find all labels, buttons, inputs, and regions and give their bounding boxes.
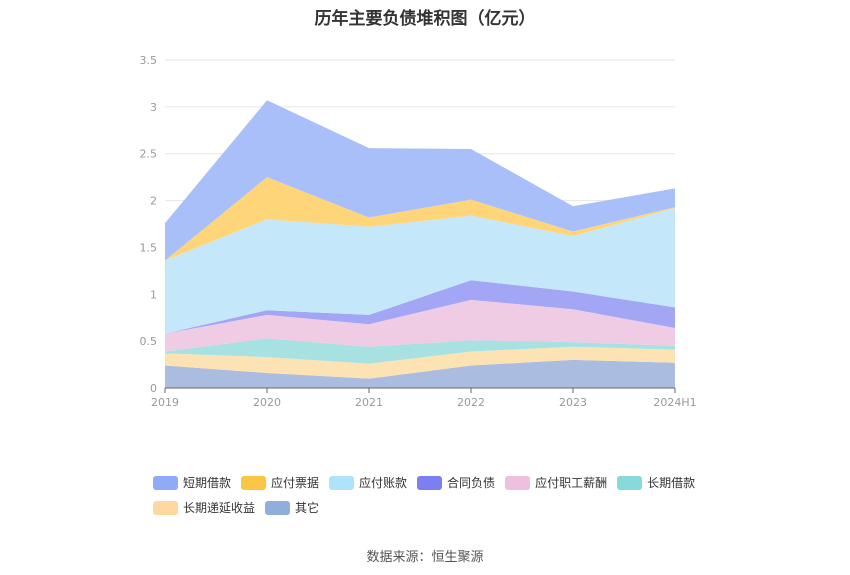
y-tick-label: 0.5 (140, 335, 158, 348)
x-tick-label: 2022 (457, 396, 485, 409)
legend-label: 长期借款 (647, 476, 696, 490)
area-series-1 (165, 346, 675, 379)
legend-item[interactable]: 短期借款 (153, 474, 231, 491)
legend-item[interactable]: 长期借款 (617, 474, 695, 491)
area-series-6 (165, 177, 675, 261)
x-tick-label: 2021 (355, 396, 383, 409)
chart-legend: 短期借款 应付票据 应付账款 合同负债 应付职工薪酬 长期借款 长期递延收益 其它 (153, 470, 713, 520)
x-tick-label: 2023 (559, 396, 587, 409)
legend-label: 长期递延收益 (183, 501, 256, 515)
y-tick-label: 2.5 (140, 148, 158, 161)
legend-label: 其它 (295, 501, 320, 515)
area-series-4 (165, 280, 675, 334)
legend-item[interactable]: 合同负债 (417, 474, 495, 491)
legend-label: 短期借款 (183, 476, 232, 490)
chart-title: 历年主要负债堆积图（亿元） (314, 9, 536, 29)
legend-row-2: 长期递延收益 其它 (153, 495, 713, 520)
y-tick-label: 2 (150, 195, 157, 208)
y-tick-label: 3 (150, 101, 157, 114)
legend-item[interactable]: 其它 (265, 499, 319, 516)
legend-item[interactable]: 应付票据 (241, 474, 319, 491)
legend-item[interactable]: 应付账款 (329, 474, 407, 491)
legend-item[interactable]: 长期递延收益 (153, 499, 255, 516)
legend-item[interactable]: 应付职工薪酬 (505, 474, 607, 491)
x-tick-label: 2020 (253, 396, 281, 409)
legend-swatch (329, 475, 355, 490)
stacked-area-chart: 0 0.5 1 1.5 2 2.5 3 3.5 2019 2020 2021 2022 2023 2024… (140, 54, 697, 409)
area-series-layer (165, 100, 675, 388)
legend-row-1: 短期借款 应付票据 应付账款 合同负债 应付职工薪酬 长期借款 (153, 470, 713, 495)
x-tick-label: 2024H1 (653, 396, 696, 409)
legend-swatch (265, 500, 291, 515)
legend-label: 应付职工薪酬 (535, 476, 608, 490)
legend-label: 合同负债 (447, 476, 496, 490)
legend-label: 应付票据 (271, 476, 320, 490)
y-tick-label: 1 (150, 288, 157, 301)
legend-swatch (617, 475, 643, 490)
legend-label: 应付账款 (359, 476, 408, 490)
area-series-5 (165, 208, 675, 334)
axes: 0 0.5 1 1.5 2 2.5 3 3.5 2019 2020 2021 2022 2023 2024… (140, 54, 697, 409)
legend-swatch (153, 500, 178, 515)
area-series-7 (165, 100, 675, 261)
y-tick-label: 3.5 (140, 54, 158, 67)
legend-swatch (153, 475, 178, 490)
area-series-3 (165, 299, 675, 352)
y-tick-label: 1.5 (140, 241, 158, 254)
x-tick-label: 2019 (151, 396, 179, 409)
data-source: 数据来源：恒生聚源 (366, 550, 484, 565)
legend-swatch (505, 475, 531, 490)
y-tick-label: 0 (150, 382, 157, 395)
legend-swatch (241, 475, 267, 490)
area-series-0 (165, 359, 675, 388)
legend-swatch (417, 475, 443, 490)
area-series-2 (165, 338, 675, 364)
